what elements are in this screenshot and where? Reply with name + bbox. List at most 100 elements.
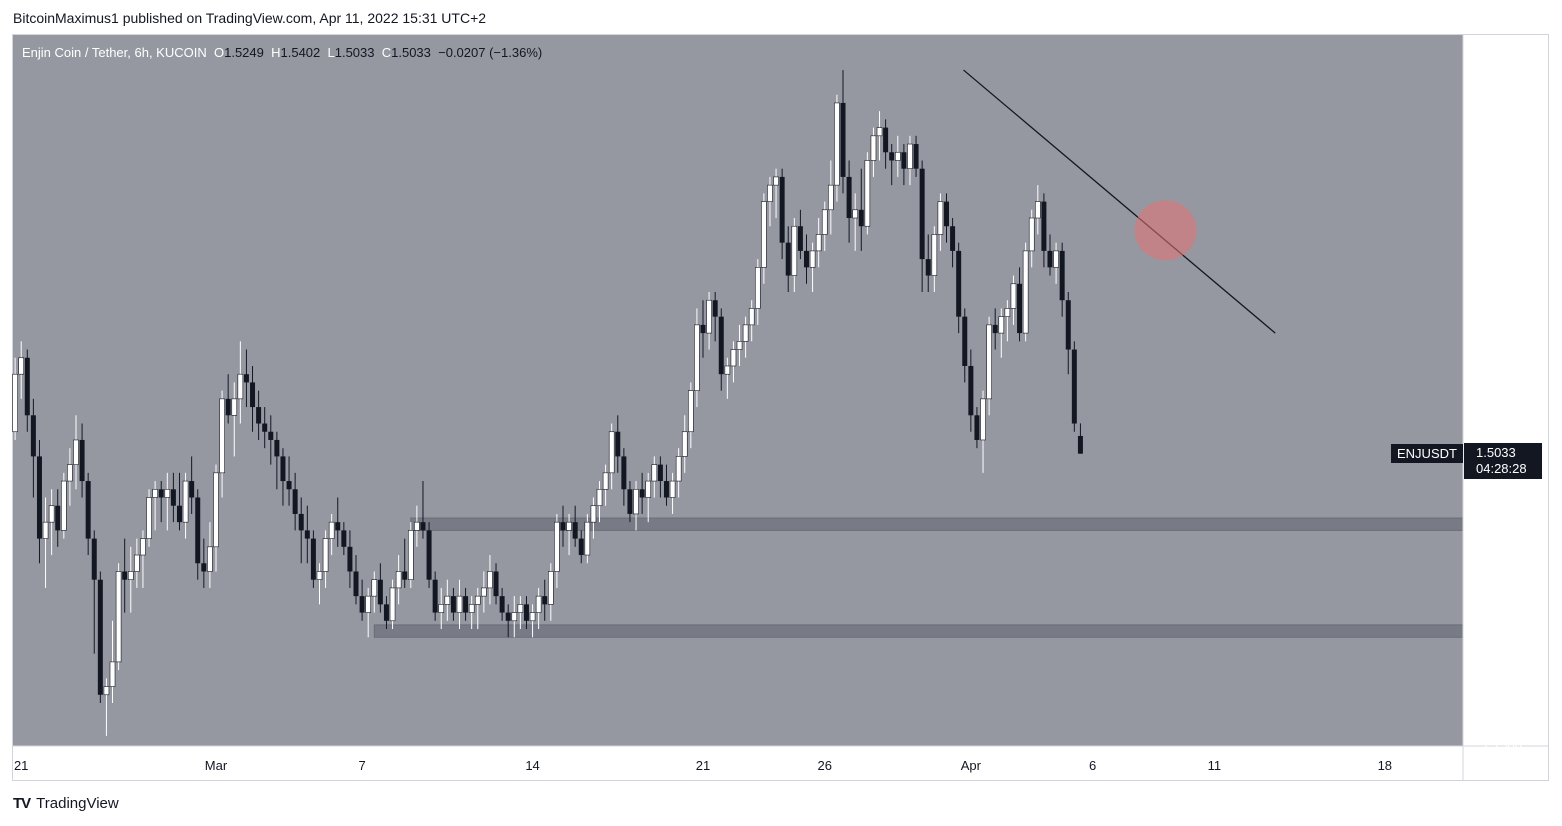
candle-30 — [189, 456, 195, 514]
candle-9 — [61, 472, 67, 539]
candle-173 — [1059, 242, 1065, 317]
candle-body — [925, 259, 931, 276]
candle-body — [1028, 217, 1035, 252]
candle-body — [36, 456, 42, 539]
candle-body — [1077, 435, 1083, 454]
candle-56 — [347, 530, 353, 588]
candle-78 — [481, 571, 487, 613]
candle-body — [127, 571, 134, 580]
candle-body — [383, 604, 389, 621]
candle-body — [316, 571, 323, 580]
candle-body — [389, 587, 396, 622]
candle-body — [1053, 250, 1059, 268]
y-tick-label: 1.7000 — [1482, 285, 1522, 300]
candle-116 — [712, 292, 718, 342]
candle-body — [779, 176, 785, 243]
candle-47 — [292, 472, 298, 531]
candle-151 — [925, 234, 931, 292]
candle-88 — [542, 579, 548, 621]
descending-trendline — [963, 69, 1276, 334]
candle-19 — [122, 538, 128, 613]
candle-138 — [846, 160, 852, 243]
currency-button[interactable]: USDT — [1486, 43, 1529, 61]
candle-11 — [73, 415, 79, 490]
candle-body — [493, 571, 499, 597]
tradingview-brand[interactable]: TV TradingView — [13, 795, 119, 812]
candle-108 — [663, 464, 669, 506]
candle-body — [992, 324, 998, 334]
candle-body — [420, 522, 426, 531]
support-zone-2 — [373, 624, 1464, 638]
candle-body — [468, 604, 475, 613]
candle-body — [115, 571, 122, 663]
candle-131 — [803, 234, 809, 284]
candle-135 — [828, 160, 834, 235]
candle-body — [407, 530, 414, 581]
x-tick-label: 26 — [818, 758, 832, 773]
candle-body — [645, 480, 652, 498]
last-price-value: 1.5033 — [1476, 445, 1516, 460]
candle-body — [1010, 283, 1017, 309]
legend-close-label: C — [381, 45, 392, 60]
candle-body — [931, 234, 938, 276]
candle-body — [243, 374, 249, 383]
symbol-legend: Enjin Coin / Tether, 6h, KUCOIN O1.5249 … — [22, 45, 542, 60]
candle-body — [572, 522, 578, 539]
candle-body — [298, 513, 304, 531]
legend-symbol: Enjin Coin / Tether, 6h, KUCOIN — [22, 45, 207, 60]
candle-body — [487, 571, 493, 589]
candle-body — [341, 530, 347, 547]
candle-body — [85, 481, 91, 539]
candle-13 — [85, 472, 91, 556]
candle-body — [956, 250, 962, 317]
candle-91 — [560, 505, 566, 547]
candle-body — [712, 300, 718, 317]
candle-body — [870, 135, 877, 161]
candle-body — [639, 489, 645, 498]
candle-92 — [566, 513, 572, 556]
candle-147 — [901, 144, 907, 186]
candle-160 — [980, 390, 986, 473]
candle-body — [250, 382, 256, 408]
candle-5 — [36, 439, 42, 564]
candle-body — [286, 481, 292, 490]
candle-62 — [383, 596, 389, 630]
candle-22 — [140, 530, 146, 588]
candle-body — [97, 579, 103, 695]
candle-12 — [79, 423, 85, 498]
candle-48 — [298, 497, 304, 564]
candle-97 — [596, 481, 603, 523]
candle-body — [846, 176, 852, 219]
candle-body — [688, 390, 694, 433]
candle-body — [980, 398, 986, 441]
candle-body — [310, 538, 316, 580]
candle-body — [907, 143, 913, 169]
candle-21 — [134, 538, 140, 588]
candle-body — [542, 596, 548, 605]
candle-body — [889, 152, 895, 161]
candle-body — [377, 579, 383, 605]
candle-body — [596, 488, 603, 507]
legend-open-value: 1.5249 — [224, 45, 264, 60]
x-tick-label: 11 — [1208, 758, 1222, 773]
candle-body — [505, 612, 511, 621]
candle-body — [615, 431, 621, 457]
candle-52 — [322, 530, 329, 588]
candle-body — [463, 596, 469, 613]
candle-body — [1017, 283, 1023, 334]
candle-body — [237, 373, 244, 400]
candle-body — [706, 299, 712, 334]
candle-body — [913, 144, 919, 169]
candle-body — [633, 488, 639, 515]
candle-body — [834, 102, 840, 186]
x-tick-label: Apr — [961, 758, 982, 773]
candle-body — [140, 538, 146, 556]
candle-148 — [907, 135, 913, 186]
candle-74 — [456, 579, 463, 630]
candle-60 — [371, 571, 378, 613]
candle-1 — [12, 357, 18, 440]
candle-167 — [1022, 242, 1029, 342]
candle-86 — [529, 604, 536, 638]
candle-38 — [237, 341, 244, 424]
